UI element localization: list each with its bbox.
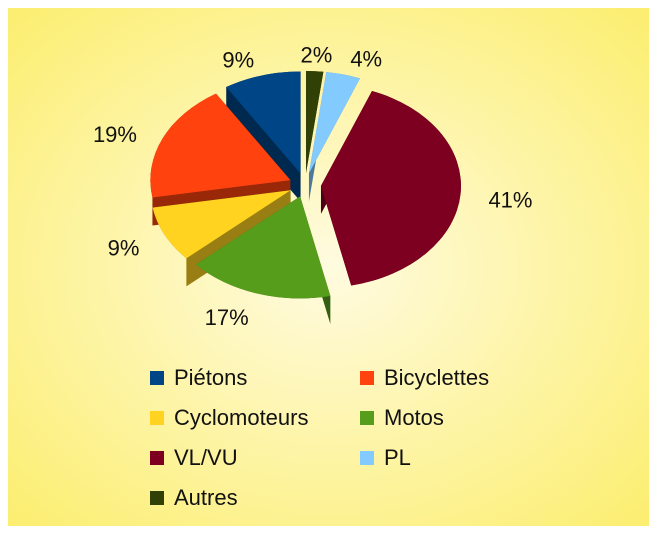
legend-swatch [360,451,374,465]
legend-label: Piétons [174,365,247,390]
data-label: 17% [205,305,249,330]
slice [320,90,461,286]
legend-label: Cyclomoteurs [174,405,308,430]
legend-swatch [360,371,374,385]
slice [226,71,301,174]
legend-swatch [150,451,164,465]
data-label: 41% [488,187,532,212]
data-label: 2% [301,43,333,68]
legend-swatch [150,411,164,425]
legend-label: Bicyclettes [384,365,489,390]
pie: 9% 19% 9% 17% 41% 4% 2% [93,43,533,330]
slice [308,72,360,174]
slice [150,93,291,198]
legend: Piétons Bicyclettes Cyclomoteurs Motos VL/VU… [150,365,489,510]
slice [195,196,331,299]
legend-swatch [150,491,164,505]
legend-label: VL/VU [174,445,238,470]
legend-label: Motos [384,405,444,430]
legend-label: PL [384,445,411,470]
data-label: 4% [350,47,382,72]
data-label: 19% [93,122,137,147]
slice [152,190,291,259]
legend-swatch [360,411,374,425]
legend-swatch [150,371,164,385]
data-label: 9% [222,48,254,73]
slice [305,71,324,174]
legend-label: Autres [174,485,238,510]
data-label: 9% [108,235,140,260]
